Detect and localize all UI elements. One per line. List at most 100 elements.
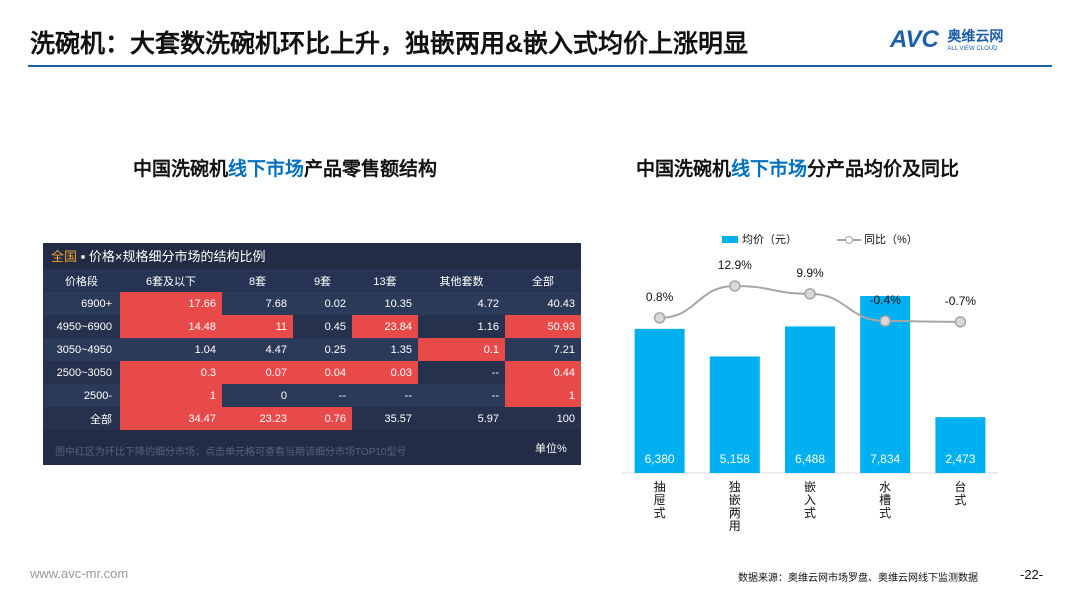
bar [634,328,685,473]
table-cell[interactable]: 1.04 [194,343,216,356]
chart-title: 中国洗碗机线下市场分产品均价及同比 [636,154,959,181]
table-cell[interactable]: -- [338,389,346,402]
table-cell[interactable]: 0.03 [352,361,418,384]
subtitle-highlight: 线下市场 [228,159,305,180]
column-header: 全部 [505,269,581,292]
table-row: 2500- 1 0 -- -- -- 1 [43,384,581,407]
table-cell[interactable]: 14.48 [120,315,222,338]
table-cell[interactable]: 7.21 [553,343,575,356]
line-value-label: -0.7% [945,294,977,308]
table-title: 全国 ▪ 价格×规格细分市场的结构比例 [51,246,265,265]
table-cell[interactable]: -- [404,389,412,402]
table-cell[interactable]: 0.07 [222,361,293,384]
table-cell[interactable]: 1.35 [390,343,412,356]
row-label: 全部 [90,413,112,426]
line-value-label: 0.8% [646,290,674,304]
logo-en: ALL VIEW CLOUD [947,46,998,52]
line-value-label: 12.9% [718,258,752,272]
header-row: 价格段 6套及以下 8套 9套 13套 其他套数 全部 [43,269,581,292]
column-header: 8套 [222,269,293,292]
row-label: 6900+ [81,297,112,310]
table-row: 2500~3050 0.3 0.07 0.04 0.03 -- 0.44 [43,361,581,384]
table-cell[interactable]: 4.47 [265,343,287,356]
line-value-label: -0.4% [870,293,902,307]
table-cell[interactable]: 35.57 [384,412,412,425]
logo-cn: 奥维云网 [947,28,1004,44]
table-cell[interactable]: 5.97 [477,412,499,425]
table-title-text: ▪ 价格×规格细分市场的结构比例 [80,249,266,264]
column-header: 价格段 [43,269,120,292]
slide-title: 洗碗机：大套数洗碗机环比上升，独嵌两用&嵌入式均价上涨明显 [30,30,749,58]
table-cell[interactable]: 7.68 [265,297,287,310]
table-cell[interactable]: 1.16 [477,320,499,333]
table-cell[interactable]: 1 [120,384,222,407]
table-cell[interactable]: 50.93 [505,315,581,338]
title-rule [28,65,1052,67]
logo: AVC 奥维云网 ALL VIEW CLOUD [890,26,1003,54]
bar-value-label: 6,380 [645,452,675,466]
column-header: 9套 [293,269,352,292]
column-header: 6套及以下 [120,269,222,292]
bar [935,417,986,473]
legend-swatch [722,236,738,243]
column-header: 其他套数 [418,269,505,292]
table-cell[interactable]: 0.76 [293,407,352,430]
table-cell[interactable]: 4.72 [477,297,499,310]
table-title-highlight: 全国 [51,249,78,264]
line-point [954,316,967,328]
table-cell[interactable]: 34.47 [120,407,222,430]
table-cell[interactable]: 10.35 [384,297,412,310]
table-cell[interactable]: 0 [280,389,287,402]
x-tick-label: 抽屉式 [653,480,666,520]
table-cell[interactable]: 0.25 [324,343,346,356]
table-cell[interactable]: -- [491,366,499,379]
x-tick-label: 嵌入式 [803,480,816,520]
footer-source: 数据来源：奥维云网市场罗盘、奥维云网线下监测数据 [738,573,978,584]
table-cell[interactable]: 0.45 [324,320,346,333]
table-row: 6900+ 17.66 7.68 0.02 10.35 4.72 40.43 [43,292,581,315]
table-cell[interactable]: 11 [222,315,293,338]
row-label: 4950~6900 [56,320,112,333]
subtitle-part: 中国洗碗机 [636,159,732,180]
line-point [653,312,666,324]
table-cell[interactable]: 23.23 [222,407,293,430]
table-cell[interactable]: 0.02 [324,297,346,310]
table-cell[interactable]: 1 [505,384,581,407]
table-cell[interactable]: 0.1 [418,338,505,361]
subtitle-part: 中国洗碗机 [133,159,229,180]
subtitle-part: 产品零售额结构 [304,159,438,180]
subtitle-highlight: 线下市场 [731,159,808,180]
bar [785,326,835,473]
line-point [879,315,891,327]
row-label: 2500~3050 [56,366,112,379]
row-label: 2500- [83,389,112,402]
table-panel: 全国 ▪ 价格×规格细分市场的结构比例 价格段 6套及以下 8套 9套 13套 其他套数全… [43,243,581,465]
table-cell[interactable]: 17.66 [120,292,222,315]
logo-mark: AVC [890,26,939,53]
footer-url: www.avc-mr.com [30,566,129,581]
row-label: 3050~4950 [56,343,112,356]
x-tick-label: 水槽式 [879,480,892,520]
table-cell[interactable]: 0.3 [120,361,222,384]
bar [709,356,760,473]
left-subtitle: 中国洗碗机线下市场产品零售额结构 [133,154,437,181]
legend-swatch [845,236,853,244]
bar-value-label: 5,158 [720,452,750,466]
table-cell[interactable]: 40.43 [547,297,575,310]
table-cell[interactable]: 23.84 [352,315,418,338]
line-point [804,288,816,300]
table-note[interactable]: 图中红区为环比下降的细分市场；点击单元格可查看当期该细分市场TOP10型号 [55,447,407,458]
table-cell[interactable]: -- [491,389,499,402]
bar-value-label: 6,488 [795,452,825,466]
x-tick-label: 台式 [954,480,967,507]
table-unit: 单位% [535,443,567,455]
page-number: -22- [1020,567,1044,582]
legend-label: 均价（元） [742,233,797,246]
subtitle-part: 分产品均价及同比 [807,159,960,180]
table-cell[interactable]: 0.04 [293,361,352,384]
data-table: 价格段 6套及以下 8套 9套 13套 其他套数 全部 6900+ 17.66 7.68 0.02 1… [43,269,581,430]
table-row: 4950~6900 14.48 11 0.45 23.84 1.16 50.93 [43,315,581,338]
table-cell[interactable]: 100 [556,412,575,425]
table-cell[interactable]: 0.44 [505,361,581,384]
bar-value-label: 2,473 [945,452,975,466]
